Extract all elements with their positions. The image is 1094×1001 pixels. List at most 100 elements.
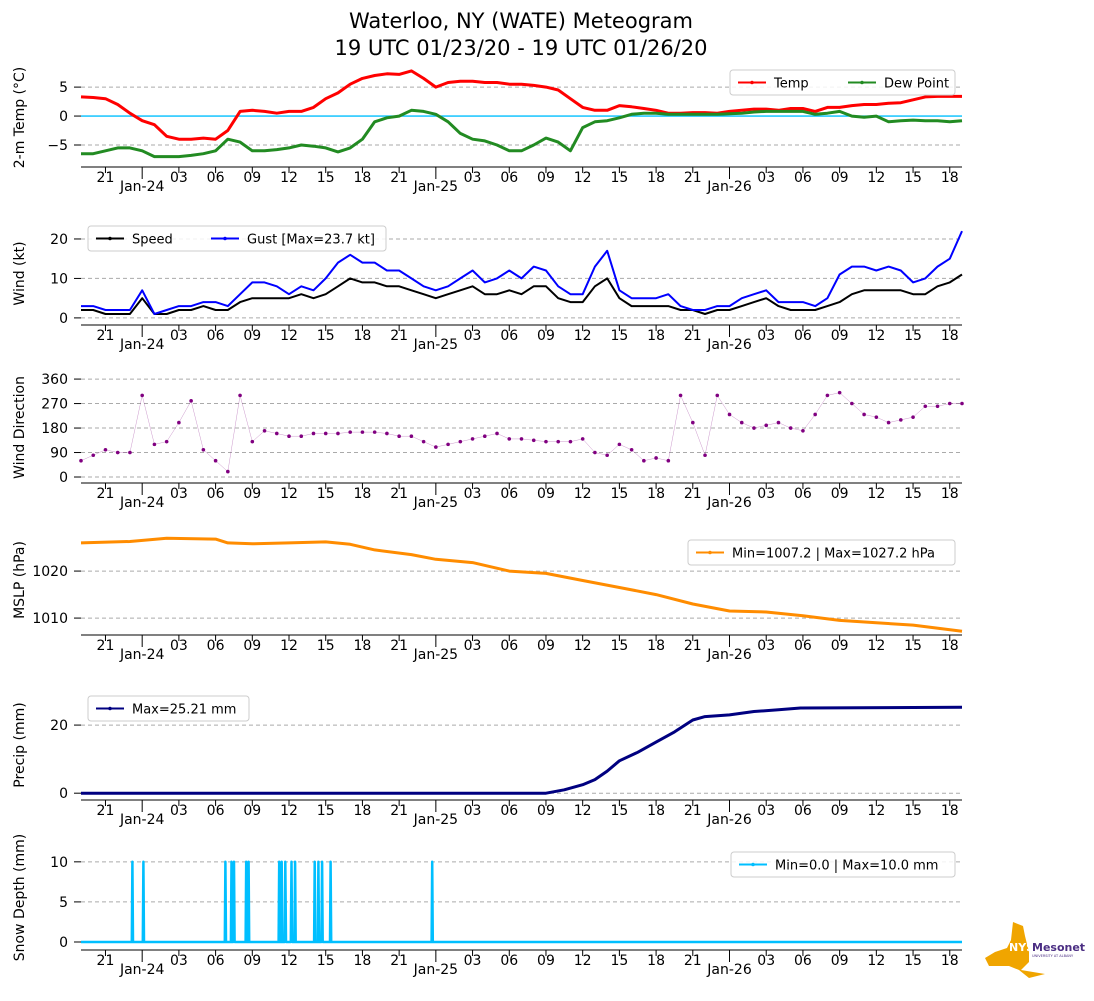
data-point: [593, 450, 597, 455]
data-point: [103, 448, 108, 452]
x-tick-label: 09: [831, 638, 849, 654]
x-tick-label: Jan-26: [706, 495, 752, 511]
x-tick-label: 15: [904, 638, 922, 654]
data-point: [886, 420, 891, 425]
x-tick-label: Jan-24: [119, 337, 165, 353]
y-tick-label: 1010: [32, 611, 68, 627]
x-tick-label: 12: [280, 328, 298, 344]
data-point: [128, 450, 132, 455]
x-tick-label: 15: [317, 638, 335, 654]
data-point: [801, 428, 805, 433]
x-tick-label: 15: [610, 328, 628, 344]
x-tick-label: 21: [684, 328, 702, 344]
x-tick-label: 18: [941, 170, 959, 186]
data-point: [274, 431, 279, 436]
x-tick-label: Jan-24: [119, 495, 165, 511]
x-tick-label: 21: [684, 638, 702, 654]
data-point: [164, 439, 169, 444]
data-point: [923, 404, 928, 409]
legend-marker: [860, 80, 864, 85]
x-tick-label: 03: [170, 803, 188, 819]
x-tick-label: 12: [867, 953, 885, 969]
x-tick-label: 03: [464, 803, 482, 819]
x-tick-label: 06: [794, 953, 812, 969]
x-tick-label: 09: [243, 638, 261, 654]
x-tick-label: Jan-25: [413, 179, 458, 195]
data-point: [115, 450, 120, 455]
x-tick-label: 18: [647, 486, 665, 502]
x-tick-label: 18: [941, 638, 959, 654]
x-tick-label: 18: [354, 486, 372, 502]
y-axis-label: Wind Direction: [12, 376, 28, 479]
data-point: [360, 430, 365, 434]
svg-text:NYS: NYS: [1009, 941, 1034, 954]
x-tick-label: 15: [904, 803, 922, 819]
data-point: [177, 420, 181, 425]
data-point: [911, 415, 915, 419]
legend-marker: [751, 862, 755, 867]
data-point: [715, 393, 720, 398]
x-tick-label: 15: [904, 328, 922, 344]
x-tick-label: 21: [97, 170, 115, 186]
y-axis-label: 2-m Temp (°C): [12, 67, 28, 169]
chart-title-line2: 19 UTC 01/23/20 - 19 UTC 01/26/20: [335, 36, 708, 60]
x-tick-label: Jan-24: [119, 179, 165, 195]
data-point: [446, 442, 450, 447]
x-tick-label: 09: [831, 170, 849, 186]
data-point: [91, 453, 96, 458]
x-tick-label: 06: [794, 328, 812, 344]
legend-label: Speed: [132, 233, 173, 248]
x-tick-label: 21: [97, 953, 115, 969]
x-tick-label: 03: [757, 328, 775, 344]
x-tick-label: 15: [317, 328, 335, 344]
data-point: [813, 412, 817, 417]
legend-marker: [108, 236, 112, 241]
x-tick-label: 18: [647, 638, 665, 654]
y-tick-label: 1020: [32, 564, 68, 580]
data-point: [960, 401, 964, 406]
x-tick-label: 18: [941, 953, 959, 969]
data-point: [434, 445, 438, 449]
data-point: [642, 458, 646, 463]
x-tick-label: Jan-26: [706, 647, 752, 663]
x-tick-label: 06: [500, 638, 518, 654]
data-point: [397, 434, 401, 439]
x-tick-label: 09: [243, 803, 261, 819]
x-tick-label: 18: [647, 953, 665, 969]
y-tick-label: 0: [59, 935, 68, 951]
data-point: [605, 453, 609, 458]
x-tick-label: 03: [464, 328, 482, 344]
data-point: [250, 439, 255, 444]
x-tick-label: 12: [280, 953, 298, 969]
x-tick-label: 18: [354, 638, 372, 654]
data-point: [385, 431, 389, 436]
x-tick-label: 21: [97, 486, 115, 502]
x-tick-label: 03: [757, 170, 775, 186]
x-tick-label: 06: [500, 486, 518, 502]
series-line-dew: [81, 108, 963, 159]
x-tick-label: 09: [831, 486, 849, 502]
x-tick-label: 15: [610, 803, 628, 819]
x-tick-label: 09: [537, 803, 555, 819]
y-axis-label: Snow Depth (mm): [12, 834, 28, 962]
x-tick-label: 21: [390, 803, 408, 819]
y-tick-label: 180: [41, 421, 68, 437]
data-point: [666, 458, 671, 463]
legend-box: [730, 851, 956, 878]
x-tick-label: 06: [500, 953, 518, 969]
data-point: [617, 442, 622, 447]
x-tick-label: 15: [610, 170, 628, 186]
x-tick-label: 18: [941, 486, 959, 502]
x-tick-label: 12: [280, 803, 298, 819]
x-tick-label: 12: [574, 638, 592, 654]
x-tick-label: 12: [867, 486, 885, 502]
x-tick-label: Jan-24: [119, 812, 165, 828]
data-point: [140, 393, 144, 398]
x-tick-label: 06: [500, 803, 518, 819]
x-tick-label: 06: [207, 638, 225, 654]
data-point: [947, 401, 952, 406]
x-tick-label: 03: [757, 953, 775, 969]
